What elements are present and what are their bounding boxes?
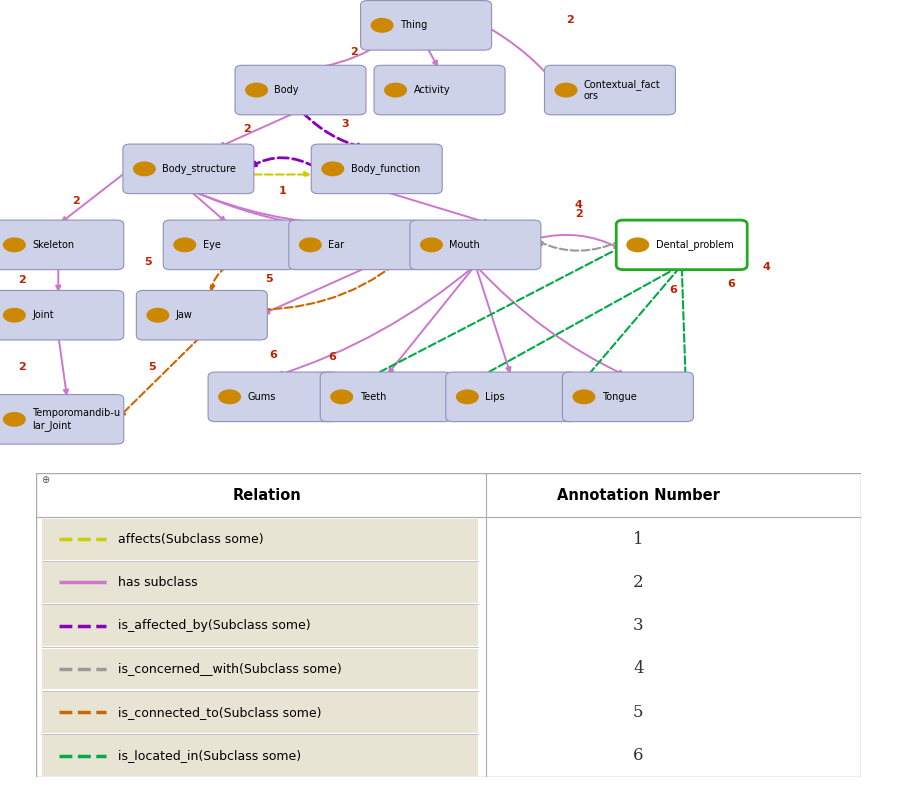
Text: 2: 2 [19,275,26,285]
Text: Lips: Lips [485,392,505,402]
FancyBboxPatch shape [42,562,478,603]
Circle shape [457,390,478,404]
FancyBboxPatch shape [320,372,451,421]
Text: 6: 6 [669,285,676,295]
Text: 2: 2 [633,574,644,591]
Circle shape [134,162,155,176]
Text: 4: 4 [633,660,644,678]
Text: 2: 2 [243,125,250,134]
Text: Relation: Relation [232,488,301,503]
Text: Body_structure: Body_structure [162,163,236,174]
Text: 3: 3 [342,119,349,129]
FancyBboxPatch shape [0,394,124,444]
Text: 1: 1 [633,530,644,548]
Text: 6: 6 [270,350,277,360]
Text: 2: 2 [566,15,573,24]
Text: Dental_problem: Dental_problem [656,239,734,250]
Text: 2: 2 [73,196,80,206]
FancyBboxPatch shape [361,1,492,50]
Text: Gums: Gums [248,392,276,402]
FancyBboxPatch shape [42,605,478,646]
Text: Skeleton: Skeleton [32,240,74,250]
Text: Joint: Joint [32,310,54,320]
Text: ⊕: ⊕ [41,475,49,485]
Circle shape [246,84,267,97]
Text: Eye: Eye [203,240,221,250]
FancyBboxPatch shape [374,65,505,115]
FancyBboxPatch shape [616,220,747,270]
Text: Tongue: Tongue [602,392,637,402]
Text: 5: 5 [149,362,156,372]
Circle shape [147,308,169,322]
Circle shape [555,84,577,97]
Circle shape [421,238,442,252]
Text: 1: 1 [279,186,286,196]
Circle shape [4,238,25,252]
Text: 6: 6 [328,353,335,362]
FancyBboxPatch shape [562,372,693,421]
Circle shape [4,308,25,322]
FancyBboxPatch shape [42,692,478,733]
Text: is_concerned__with(Subclass some): is_concerned__with(Subclass some) [118,663,342,675]
Text: Mouth: Mouth [449,240,480,250]
Circle shape [300,238,321,252]
FancyBboxPatch shape [208,372,339,421]
FancyBboxPatch shape [410,220,541,270]
FancyBboxPatch shape [0,220,124,270]
FancyBboxPatch shape [446,372,577,421]
FancyBboxPatch shape [136,290,267,340]
Text: is_located_in(Subclass some): is_located_in(Subclass some) [118,749,301,762]
Text: Jaw: Jaw [176,310,193,320]
Text: Contextual_fact
ors: Contextual_fact ors [584,79,661,101]
FancyBboxPatch shape [42,518,478,559]
Text: is_affected_by(Subclass some): is_affected_by(Subclass some) [118,619,311,632]
FancyBboxPatch shape [311,144,442,193]
FancyBboxPatch shape [235,65,366,115]
Text: Body_function: Body_function [351,163,420,174]
Circle shape [219,390,240,404]
Circle shape [174,238,196,252]
Text: 4: 4 [575,200,582,211]
Text: 2: 2 [351,47,358,57]
FancyBboxPatch shape [544,65,675,115]
Text: 5: 5 [144,256,152,267]
Text: 5: 5 [266,274,273,283]
Circle shape [4,413,25,426]
Text: is_connected_to(Subclass some): is_connected_to(Subclass some) [118,705,322,719]
Text: has subclass: has subclass [118,576,198,589]
Text: 6: 6 [727,279,735,290]
FancyBboxPatch shape [289,220,420,270]
Text: 2: 2 [19,362,26,372]
FancyBboxPatch shape [42,735,478,776]
Text: Ear: Ear [328,240,344,250]
Circle shape [627,238,649,252]
Text: 4: 4 [763,263,771,272]
Circle shape [331,390,353,404]
FancyBboxPatch shape [42,649,478,690]
Text: Activity: Activity [414,85,450,95]
FancyBboxPatch shape [36,473,861,777]
Text: Teeth: Teeth [360,392,386,402]
Text: Annotation Number: Annotation Number [557,488,719,503]
FancyBboxPatch shape [0,290,124,340]
Text: 2: 2 [575,209,582,219]
Text: Temporomandib-u
lar_Joint: Temporomandib-u lar_Joint [32,408,120,431]
Text: affects(Subclass some): affects(Subclass some) [118,533,264,545]
Circle shape [385,84,406,97]
Text: 3: 3 [633,617,644,634]
Text: 6: 6 [633,747,643,764]
Circle shape [322,162,344,176]
Circle shape [573,390,595,404]
Text: Thing: Thing [400,21,427,30]
Text: 5: 5 [633,704,643,720]
FancyBboxPatch shape [123,144,254,193]
Text: Body: Body [274,85,299,95]
FancyBboxPatch shape [163,220,294,270]
Circle shape [371,19,393,32]
